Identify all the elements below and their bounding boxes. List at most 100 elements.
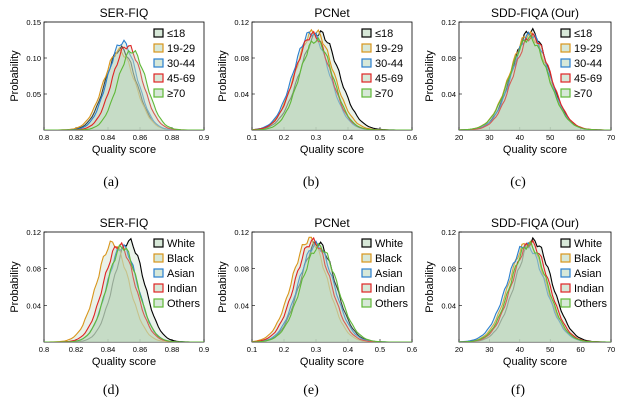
series-area-4 (459, 33, 611, 130)
x-tick-label: 0.84 (101, 133, 116, 142)
legend-label: ≤18 (574, 28, 592, 40)
x-tick-label: 0.8 (39, 345, 49, 354)
x-tick-label: 0.6 (407, 345, 417, 354)
series-line-3 (252, 31, 412, 130)
series-line-2 (252, 236, 412, 342)
chart-title: SER-FIQ (100, 6, 149, 20)
series-area-4 (252, 238, 412, 342)
x-tick-label: 60 (576, 345, 584, 354)
series-area-4 (252, 31, 412, 130)
x-tick-label: 20 (455, 133, 463, 142)
x-tick-label: 0.3 (311, 345, 321, 354)
series-group (459, 236, 611, 342)
x-tick-label: 0.1 (247, 345, 257, 354)
x-tick-label: 40 (516, 345, 524, 354)
series-area-2 (459, 31, 611, 130)
legend-label: 30-44 (375, 58, 403, 70)
legend-label: 45-69 (375, 73, 403, 85)
series-line-5 (459, 240, 611, 342)
legend-swatch (153, 88, 164, 98)
series-area-3 (44, 40, 204, 130)
chart-panel-1: SER-FIQ 0.8 0.82 0.84 0.86 0.88 0.9 0.05 0.10 0.1… (9, 6, 209, 190)
y-tick-label: 0.12 (441, 228, 456, 237)
legend-swatch (361, 88, 372, 98)
legend-swatch (361, 28, 372, 38)
series-area-2 (44, 241, 204, 342)
y-axis-label: Probability (424, 50, 436, 102)
series-area-3 (252, 241, 412, 342)
x-tick-label: 0.2 (279, 345, 289, 354)
legend-label: 30-44 (167, 58, 195, 70)
legend-label: White (375, 238, 403, 250)
y-tick-label: 0.04 (26, 301, 41, 310)
legend-swatch (560, 73, 571, 83)
legend-swatch (361, 58, 372, 68)
series-area-5 (44, 245, 204, 342)
series-area-5 (252, 243, 412, 342)
x-tick-label: 70 (607, 133, 615, 142)
y-tick-label: 0.08 (441, 54, 456, 63)
series-line-5 (252, 242, 412, 342)
series-area-4 (459, 240, 611, 342)
legend-swatch (361, 73, 372, 83)
y-tick-label: 0.04 (234, 301, 249, 310)
x-axis-label: Quality score (300, 144, 364, 156)
legend-swatch (153, 253, 164, 263)
legend-label: Black (574, 253, 601, 265)
panel-caption: (c) (510, 175, 526, 190)
chart-panel-5: PCNet 0.1 0.2 0.3 0.4 0.5 0.6 0.04 0.08 0.12 Quali… (217, 216, 417, 398)
legend-swatch (153, 283, 164, 293)
legend-swatch (153, 43, 164, 53)
series-group (44, 237, 204, 342)
plot-frame (251, 231, 413, 343)
series-area-2 (44, 48, 204, 130)
x-tick-label: 0.84 (101, 345, 116, 354)
legend-label: 19-29 (375, 43, 403, 55)
x-tick-label: 0.9 (199, 345, 209, 354)
x-tick-label: 30 (485, 345, 493, 354)
legend-swatch (361, 298, 372, 308)
series-line-5 (459, 34, 611, 130)
legend-label: White (574, 238, 602, 250)
series-area-1 (459, 237, 611, 342)
series-group (252, 236, 412, 342)
x-tick-label: 0.82 (69, 133, 84, 142)
chart-title: SER-FIQ (100, 216, 149, 230)
series-area-2 (459, 241, 611, 342)
plot-frame (458, 231, 612, 343)
x-tick-label: 0.4 (343, 345, 353, 354)
panel-caption: (a) (103, 175, 119, 190)
legend-label: Black (167, 253, 194, 265)
legend-swatch (560, 88, 571, 98)
legend-label: 45-69 (167, 73, 195, 85)
legend-swatch (153, 28, 164, 38)
legend-swatch (560, 298, 571, 308)
plot-frame (251, 21, 413, 131)
legend-label: Others (375, 298, 409, 310)
x-tick-label: 0.82 (69, 345, 84, 354)
series-area-5 (252, 38, 412, 130)
legend-swatch (153, 73, 164, 83)
y-tick-label: 0.04 (234, 90, 249, 99)
y-tick-label: 0.12 (234, 18, 249, 27)
x-tick-label: 0.1 (247, 133, 257, 142)
y-tick-label: 0.04 (441, 301, 456, 310)
x-tick-label: 0.5 (375, 345, 385, 354)
legend-swatch (560, 43, 571, 53)
x-axis-label: Quality score (300, 356, 364, 368)
x-tick-label: 50 (546, 345, 554, 354)
series-area-4 (44, 45, 204, 130)
x-tick-label: 0.4 (343, 133, 353, 142)
legend-label: Others (574, 298, 608, 310)
legend-swatch (153, 298, 164, 308)
series-line-1 (459, 236, 611, 342)
x-tick-label: 0.3 (311, 133, 321, 142)
panel-caption: (f) (511, 383, 525, 398)
chart-title: SDD-FIQA (Our) (491, 216, 579, 230)
panel-caption: (e) (303, 383, 319, 398)
y-axis-label: Probability (9, 50, 21, 102)
series-area-5 (459, 241, 611, 342)
series-line-5 (44, 244, 204, 342)
legend-label: ≥70 (167, 88, 185, 100)
